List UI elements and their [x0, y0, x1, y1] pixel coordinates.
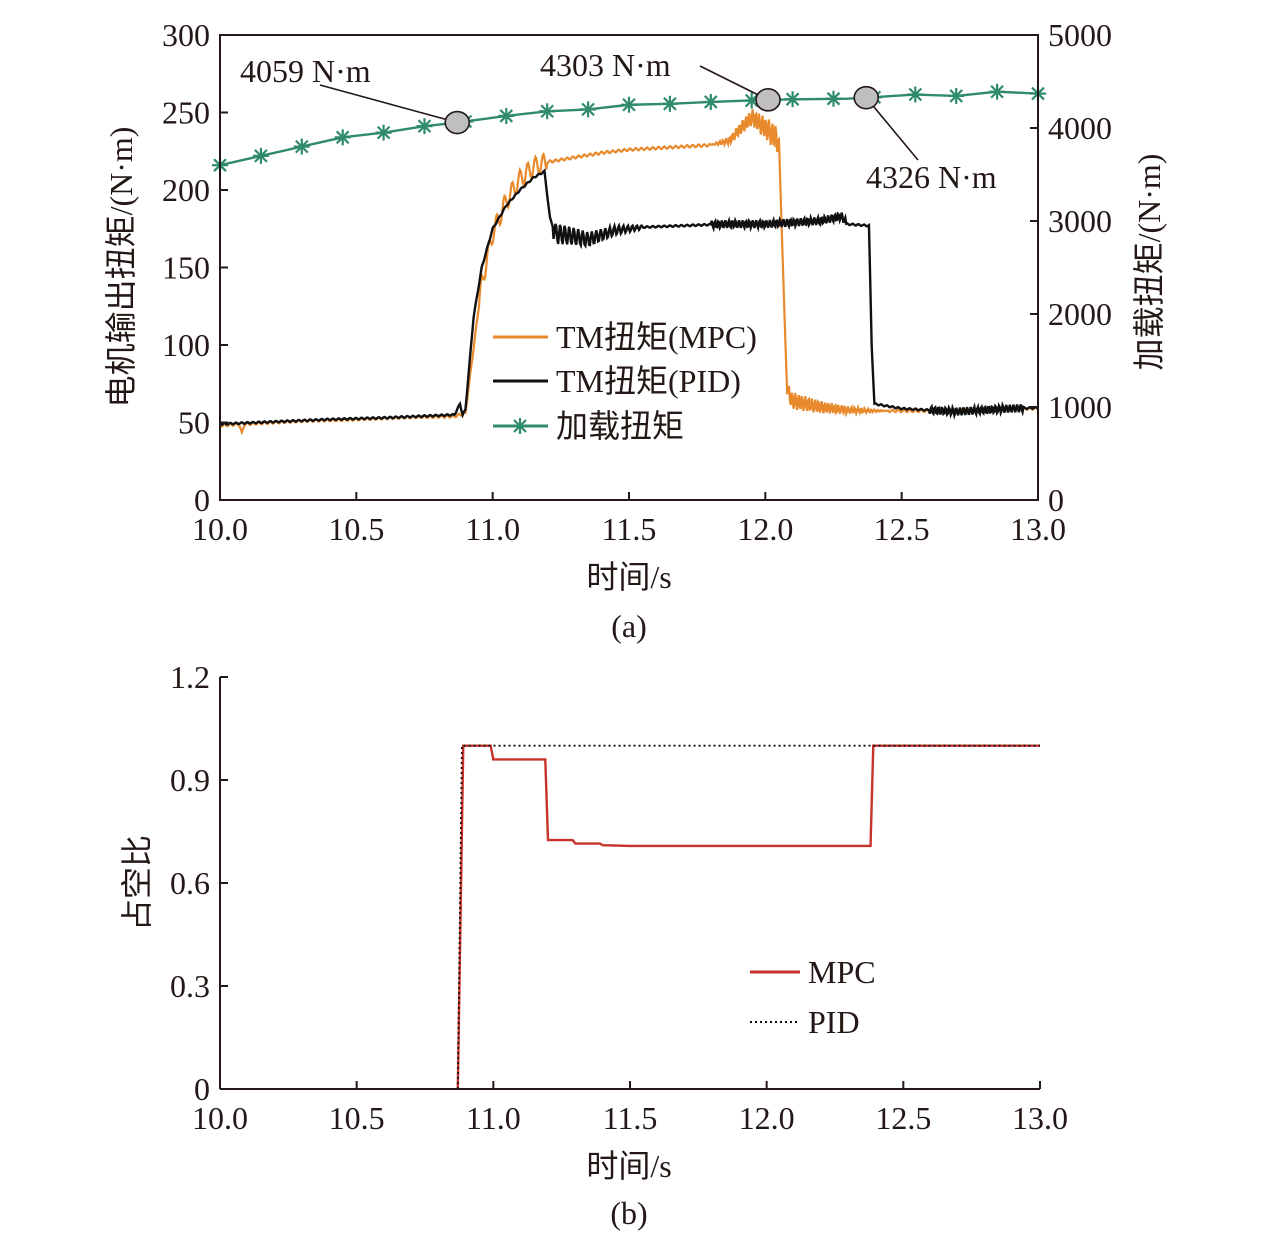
legend-label-mpc: TM扭矩(MPC) — [556, 319, 757, 355]
load-torque-marker — [252, 147, 269, 164]
load-torque-marker — [702, 93, 719, 110]
load-torque-marker — [498, 107, 515, 124]
load-torque-marker — [580, 101, 597, 118]
panel-b-legend: MPC PID — [750, 954, 876, 1040]
panel-a-left-y-axis-label: 电机输出扭矩/(N·m) — [103, 127, 139, 408]
load-torque-marker — [743, 92, 760, 109]
annotation-label: 4303 N·m — [540, 47, 671, 83]
panel-a-right-y-tick-label: 1000 — [1048, 389, 1112, 425]
panel-b-caption: (b) — [610, 1195, 647, 1231]
panel-a-right-y-tick-label: 2000 — [1048, 296, 1112, 332]
panel-a-left-y-tick-label: 250 — [162, 95, 210, 131]
panel-a-legend: TM扭矩(MPC) TM扭矩(PID) 加载扭矩 — [493, 319, 757, 444]
load-torque-marker — [907, 86, 924, 103]
panel-b-x-tick-label: 12.5 — [875, 1100, 931, 1136]
panel-b-x-tick-label: 11.0 — [466, 1100, 521, 1136]
panel-b-y-axis-label: 占空比 — [119, 835, 155, 931]
annotation-label: 4326 N·m — [866, 159, 997, 195]
series-line-duty-pid — [456, 744, 1040, 1090]
panel-b: 10.0 10.5 11.0 11.5 12.0 12.5 13.0 0 0.3 0.6 0.9 1… — [119, 659, 1068, 1231]
panel-a-x-tick-label: 10.5 — [328, 511, 384, 547]
panel-b-x-axis-label: 时间/s — [586, 1148, 671, 1184]
panel-a-x-tick-label: 10.0 — [192, 511, 248, 547]
panel-a-x-ticks: 10.0 10.5 11.0 11.5 12.0 12.5 13.0 — [192, 492, 1066, 547]
panel-b-y-tick-label: 1.2 — [170, 659, 210, 695]
series-line-tm-pid — [219, 168, 1039, 426]
load-torque-marker — [989, 83, 1006, 100]
legend-label-pid: TM扭矩(PID) — [556, 363, 741, 399]
panel-a-x-axis-label: 时间/s — [586, 559, 671, 595]
panel-a-left-y-tick-label: 50 — [178, 405, 210, 441]
panel-a-left-y-tick-label: 300 — [162, 17, 210, 53]
panel-b-x-tick-label: 11.5 — [603, 1100, 658, 1136]
panel-a-right-y-tick-label: 3000 — [1048, 203, 1112, 239]
panel-b-y-tick-label: 0 — [194, 1071, 210, 1107]
legend-label-pid-duty: PID — [808, 1004, 860, 1040]
panel-a-right-y-tick-label: 4000 — [1048, 110, 1112, 146]
panel-b-x-tick-label: 12.0 — [739, 1100, 795, 1136]
load-torque-marker — [293, 138, 310, 155]
panel-b-x-tick-label: 10.5 — [329, 1100, 385, 1136]
panel-a-series — [212, 83, 1046, 436]
annotation-leader-line — [699, 65, 769, 101]
annotation-marker-circle — [444, 110, 471, 135]
legend-label-mpc-duty: MPC — [808, 954, 876, 990]
panel-b-x-ticks: 10.0 10.5 11.0 11.5 12.0 12.5 13.0 — [192, 1081, 1068, 1136]
panel-a-left-y-ticks: 0 50 100 150 200 250 300 — [162, 17, 228, 518]
load-torque-marker — [825, 90, 842, 107]
panel-b-x-tick-label: 10.0 — [192, 1100, 248, 1136]
series-line-duty-mpc — [456, 744, 1040, 1090]
load-torque-marker — [416, 118, 433, 135]
legend-marker-load — [512, 418, 528, 434]
panel-a-right-y-tick-label: 0 — [1048, 482, 1064, 518]
annotation-leader-line — [319, 84, 458, 124]
panel-b-y-tick-label: 0.3 — [170, 968, 210, 1004]
panel-b-y-tick-label: 0.6 — [170, 865, 210, 901]
annotation-leader-line — [865, 97, 919, 161]
panel-a-x-tick-label: 11.0 — [465, 511, 520, 547]
load-torque-marker — [334, 129, 351, 146]
panel-b-y-ticks: 0 0.3 0.6 0.9 1.2 — [170, 659, 228, 1107]
load-torque-marker — [784, 91, 801, 108]
panel-a-right-y-ticks: 0 1000 2000 3000 4000 5000 — [1030, 17, 1112, 518]
legend-label-load: 加载扭矩 — [556, 408, 684, 444]
panel-a-x-tick-label: 11.5 — [602, 511, 657, 547]
annotation-marker-circle — [755, 88, 781, 112]
panel-a-annotations: 4059 N·m 4303 N·m 4326 N·m — [240, 47, 997, 195]
panel-b-x-tick-label: 13.0 — [1012, 1100, 1068, 1136]
panel-b-y-tick-label: 0.9 — [170, 762, 210, 798]
annotation-marker-circle — [853, 85, 880, 110]
panel-a-right-y-tick-label: 5000 — [1048, 17, 1112, 53]
panel-b-series — [456, 744, 1040, 1090]
load-torque-marker — [948, 87, 965, 104]
panel-a-x-tick-label: 12.5 — [874, 511, 930, 547]
annotation-label: 4059 N·m — [240, 53, 371, 89]
load-torque-marker — [621, 96, 637, 113]
panel-a-left-y-tick-label: 100 — [162, 327, 210, 363]
panel-a-left-y-tick-label: 200 — [162, 172, 210, 208]
panel-a-x-tick-label: 13.0 — [1010, 511, 1066, 547]
panel-a-right-y-axis-label: 加载扭矩/(N·m) — [1131, 154, 1167, 371]
load-torque-marker — [375, 124, 392, 141]
panel-a: 10.0 10.5 11.0 11.5 12.0 12.5 13.0 0 50 100 150 20… — [103, 17, 1167, 644]
panel-a-x-tick-label: 12.0 — [737, 511, 793, 547]
panel-a-left-y-tick-label: 0 — [194, 482, 210, 518]
panel-a-left-y-tick-label: 150 — [162, 250, 210, 286]
load-torque-marker — [661, 95, 678, 112]
panel-a-caption: (a) — [611, 608, 647, 644]
load-torque-marker — [539, 103, 556, 120]
